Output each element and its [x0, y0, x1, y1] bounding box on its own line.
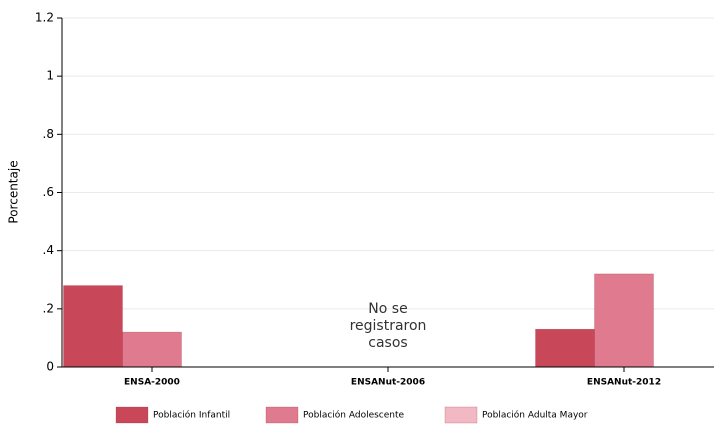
x-tick-label: ENSANut-2012: [587, 378, 661, 388]
y-tick-label: .8: [43, 127, 54, 141]
legend-swatch: [115, 406, 149, 424]
y-tick-label: 0: [46, 360, 54, 374]
legend-label: Población Adolescente: [303, 410, 405, 421]
bar: [594, 273, 654, 368]
legend-label: Población Adulta Mayor: [482, 410, 588, 421]
y-tick-label: .2: [43, 301, 54, 315]
y-tick-label: .4: [43, 243, 54, 257]
y-tick-label: 1.2: [35, 11, 54, 25]
bar: [122, 331, 182, 368]
annotation: No se: [368, 301, 407, 317]
y-tick-label: 1: [46, 69, 54, 83]
y-axis-label: Porcentaje: [7, 160, 21, 223]
y-tick-label: .6: [43, 185, 54, 199]
bar: [535, 328, 595, 368]
legend-swatch: [265, 406, 299, 424]
x-tick-label: ENSANut-2006: [351, 378, 425, 388]
bar: [63, 285, 123, 368]
annotation: casos: [368, 335, 407, 351]
legend-label: Población Infantil: [153, 410, 230, 421]
legend-swatch: [444, 406, 478, 424]
x-tick-label: ENSA-2000: [124, 378, 180, 388]
annotation: registraron: [350, 318, 427, 334]
